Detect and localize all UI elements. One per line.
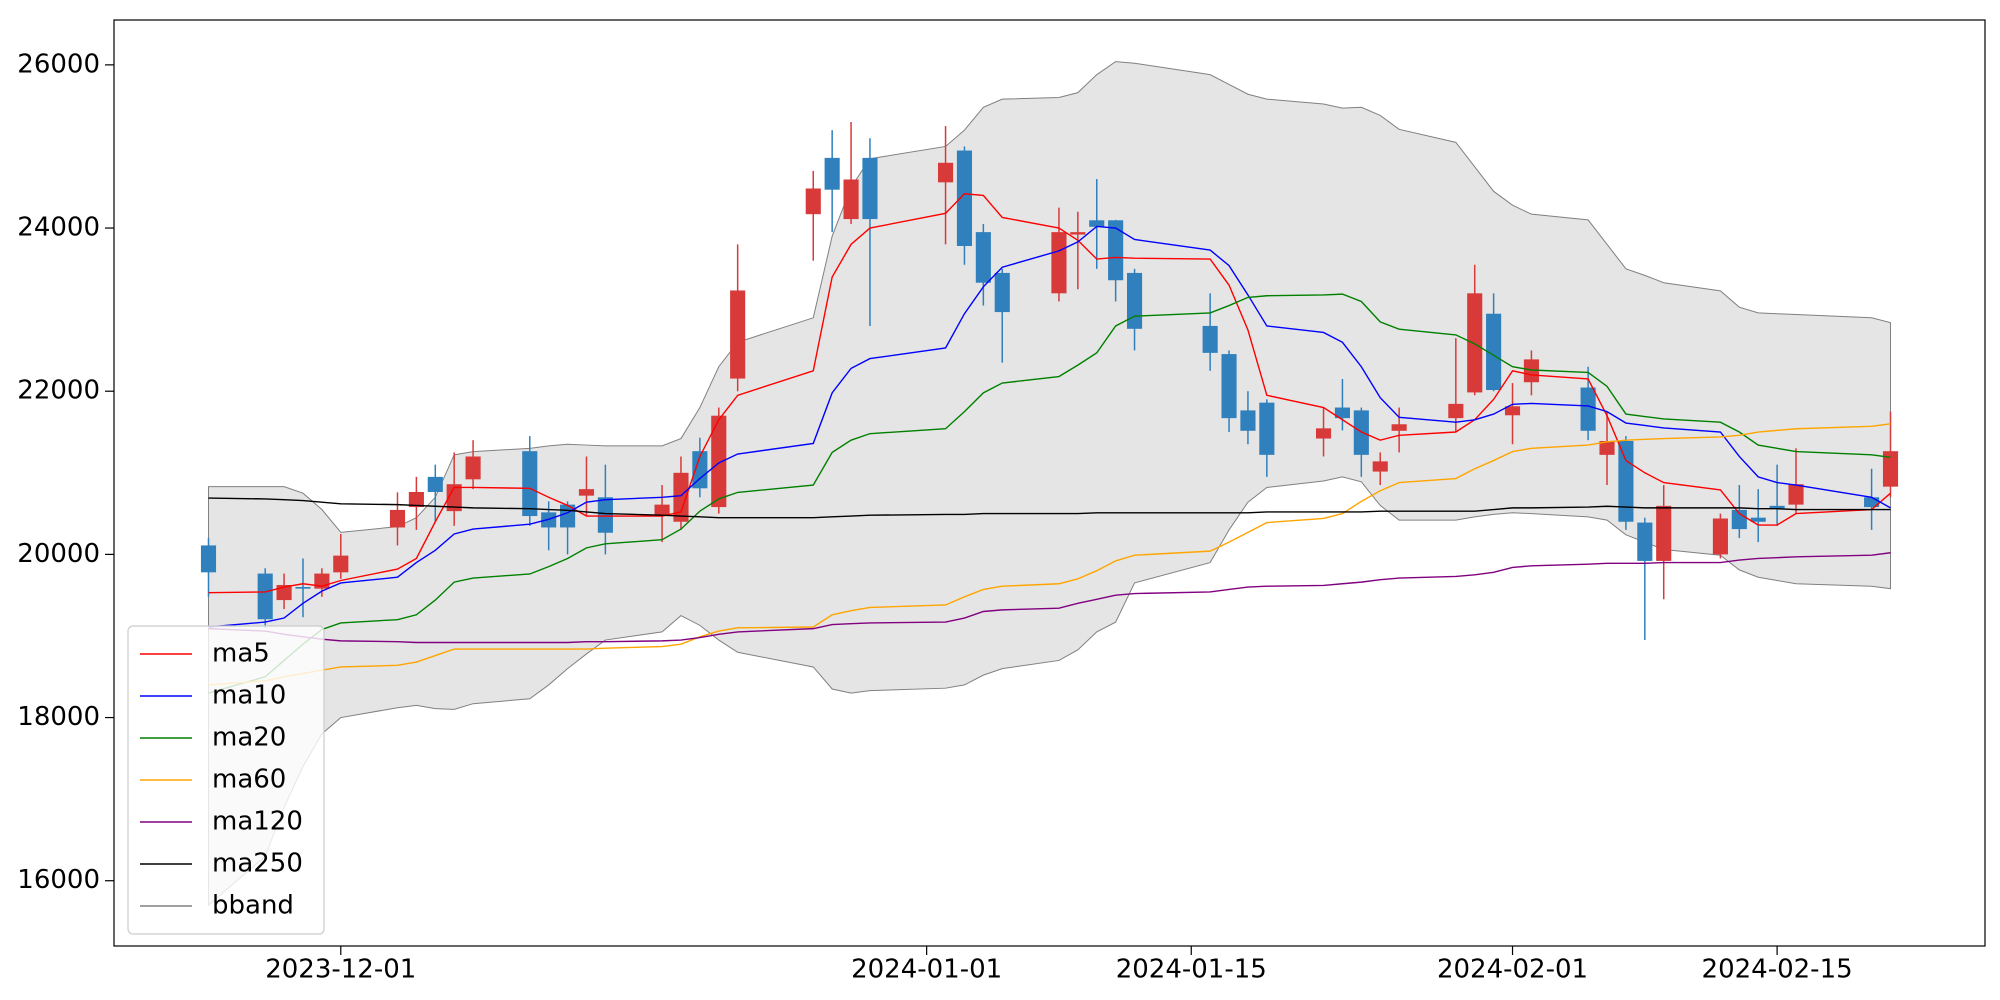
y-tick-label: 26000 <box>17 49 100 79</box>
candle-body <box>1486 313 1502 390</box>
candle-body <box>1108 220 1124 281</box>
candle-body <box>276 584 292 601</box>
candle-body <box>1712 518 1728 555</box>
candle-body <box>730 290 746 379</box>
candle-body <box>1448 403 1464 419</box>
ma-line <box>208 225 1891 628</box>
candle-body <box>1334 407 1350 419</box>
ma-line <box>208 497 1891 519</box>
candle-body <box>295 587 311 589</box>
candle-body <box>843 179 859 220</box>
legend-label: ma120 <box>212 807 303 837</box>
candle-body <box>692 451 708 489</box>
candle-body <box>1580 387 1596 431</box>
ma-line <box>208 423 1891 686</box>
x-tick-label: 2024-02-15 <box>1702 955 1853 985</box>
candle-body <box>1618 440 1634 522</box>
legend-label: bband <box>212 891 294 921</box>
candle-body <box>673 472 689 522</box>
ma-line <box>208 193 1891 594</box>
x-tick-label: 2024-01-15 <box>1116 955 1267 985</box>
candle-body <box>1637 522 1653 561</box>
candle-body <box>862 157 878 220</box>
ma-line <box>208 293 1891 694</box>
candle-body <box>1315 428 1332 439</box>
candle-body <box>597 497 613 533</box>
candle-body <box>956 150 973 246</box>
legend-label: ma20 <box>212 723 286 753</box>
candle-body <box>1731 509 1747 530</box>
legend-label: ma60 <box>212 765 286 795</box>
candle-body <box>578 489 595 496</box>
candle-body <box>389 509 406 528</box>
candle-body <box>427 476 443 492</box>
candle-body <box>1240 410 1256 431</box>
candle-body <box>1051 232 1067 294</box>
candle-body <box>1599 440 1615 455</box>
candle-body <box>1656 505 1672 561</box>
candle-body <box>446 484 462 512</box>
x-tick-label: 2023-12-01 <box>265 955 416 985</box>
candle-body <box>1864 497 1880 508</box>
x-tick-label: 2024-01-01 <box>851 955 1002 985</box>
candle-body <box>937 162 954 183</box>
x-tick-label: 2024-02-01 <box>1437 955 1588 985</box>
y-tick-label: 16000 <box>17 865 100 895</box>
plot-frame <box>113 19 1986 947</box>
candle-body <box>654 504 670 517</box>
candle-body <box>824 157 840 190</box>
candle-body <box>1391 424 1407 431</box>
legend-label: ma5 <box>212 639 270 669</box>
candle-body <box>257 573 273 620</box>
candle-body <box>522 451 538 517</box>
candle-body <box>1089 220 1105 227</box>
candle-body <box>200 545 217 573</box>
candle-body <box>1070 232 1086 235</box>
candle-body <box>1750 517 1766 522</box>
y-tick-label: 20000 <box>17 539 100 569</box>
candle-body <box>805 188 821 215</box>
candle-body <box>1523 359 1539 383</box>
candle-body <box>1221 354 1237 419</box>
ma-line <box>208 552 1891 644</box>
legend-label: ma10 <box>212 681 286 711</box>
candle-body <box>465 456 481 480</box>
y-tick-label: 22000 <box>17 376 100 406</box>
candle-body <box>1467 293 1483 393</box>
y-tick-label: 18000 <box>17 702 100 732</box>
candle-body <box>1769 505 1785 509</box>
candle-body <box>1372 461 1388 472</box>
y-tick-label: 24000 <box>17 213 100 243</box>
legend-label: ma250 <box>212 849 303 879</box>
candle-body <box>333 555 349 573</box>
candle-body <box>1259 402 1275 455</box>
candle-body <box>1126 272 1143 329</box>
candle-body <box>1882 451 1899 487</box>
candle-body <box>1504 406 1521 416</box>
candle-body <box>408 491 424 508</box>
candle-body <box>975 232 991 283</box>
candle-body <box>1788 484 1804 505</box>
candle-body <box>994 272 1010 313</box>
legend-box <box>127 625 325 935</box>
candle-body <box>711 415 727 508</box>
legend: ma5 ma10 ma20 ma60 ma120 ma250 bband <box>127 625 325 935</box>
candle-body <box>1202 325 1218 353</box>
